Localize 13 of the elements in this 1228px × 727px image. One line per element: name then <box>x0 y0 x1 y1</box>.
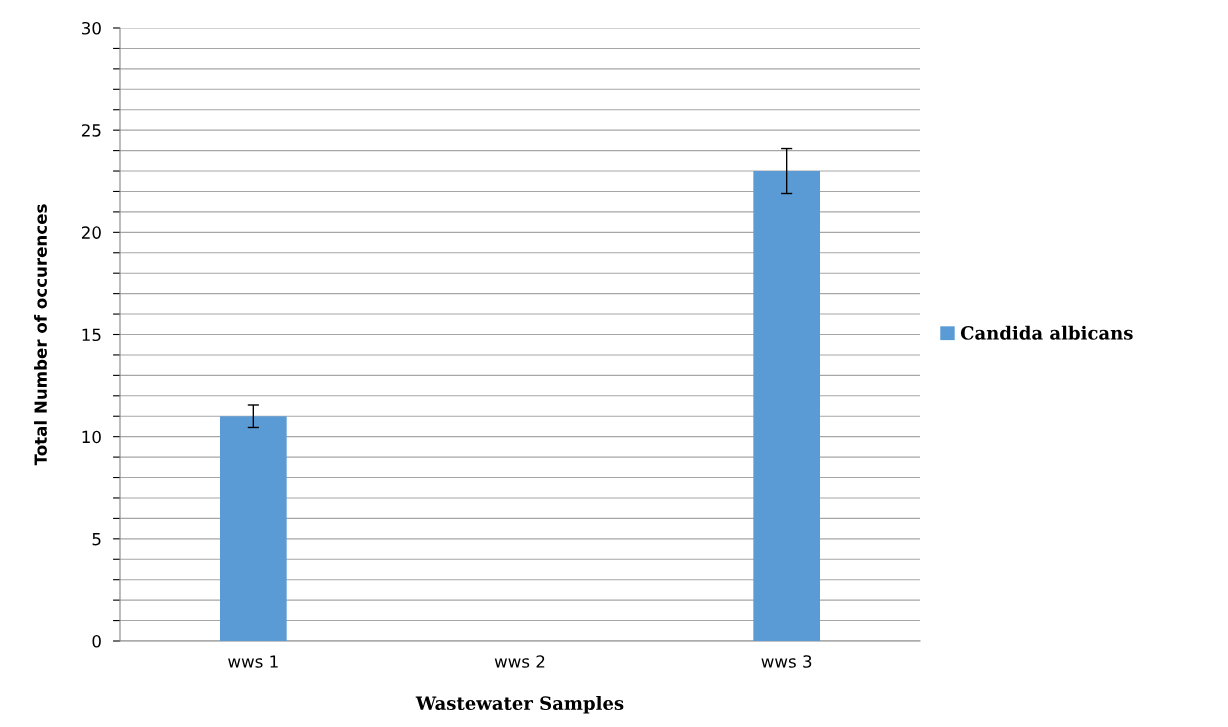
legend-label: Candida albicans <box>960 325 1133 340</box>
y-tick-label: 25 <box>81 124 101 137</box>
y-tick-label: 10 <box>82 430 101 444</box>
y-tick-label: 0 <box>92 634 101 648</box>
x-tick-label: wws 1 <box>228 655 278 668</box>
x-axis-title: Wastewater Samples <box>415 696 624 714</box>
y-tick-label: 20 <box>81 226 101 239</box>
y-tick-label: 15 <box>82 328 101 342</box>
y-tick-label: 5 <box>92 533 101 546</box>
y-tick-label: 30 <box>82 21 101 35</box>
y-axis-title: Total Number of occurences <box>34 204 47 466</box>
x-tick-label: wws 3 <box>761 655 812 668</box>
x-tick-label: wws 2 <box>494 655 545 668</box>
